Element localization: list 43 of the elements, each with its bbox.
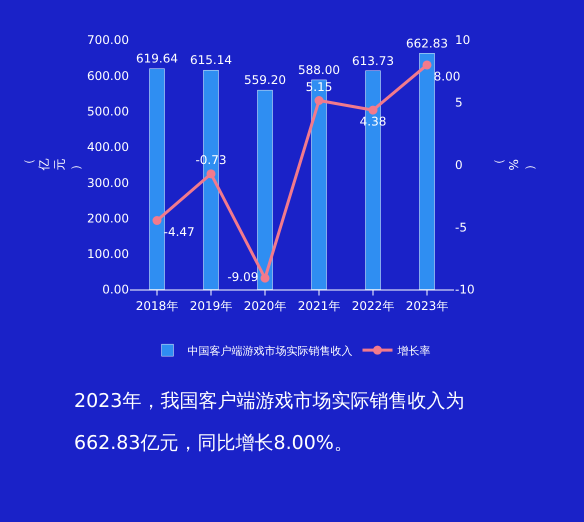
data-label: 559.20 xyxy=(244,73,286,88)
point xyxy=(206,169,216,178)
y2-tick-label: 5 xyxy=(455,96,463,110)
y-tick-label: 700.00 xyxy=(87,33,129,48)
x-tick-label: 2023年 xyxy=(406,298,448,313)
y-tick-label: 0.00 xyxy=(102,282,129,297)
y-tick-label: 400.00 xyxy=(87,140,129,154)
y-tick-label: 200.00 xyxy=(87,211,129,226)
legend-label: 中国客户端游戏市场实际销售收入 xyxy=(188,344,352,358)
y-axis-title: （亿元） xyxy=(22,158,82,172)
y2-axis-title: （%） xyxy=(492,158,537,171)
bar xyxy=(257,90,273,290)
y2-tick-label: 10 xyxy=(455,33,470,48)
point xyxy=(260,274,270,283)
point xyxy=(422,60,432,70)
data-label: 615.14 xyxy=(190,53,232,68)
bar xyxy=(419,53,435,290)
data-label: 662.83 xyxy=(406,36,448,50)
x-tick-label: 2019年 xyxy=(190,298,232,313)
data-label: 4.38 xyxy=(360,114,386,129)
data-label: 613.73 xyxy=(352,54,394,68)
point xyxy=(152,216,162,225)
text: 662.83亿元，同比增长8.00%。 xyxy=(74,432,353,454)
text: 2023年，我国客户端游戏市场实际销售收入为 xyxy=(74,390,464,412)
x-tick-label: 2018年 xyxy=(136,298,178,313)
x-tick-label: 2020年 xyxy=(244,298,286,313)
y-tick-label: 100.00 xyxy=(87,247,129,262)
y2-tick-label: -10 xyxy=(455,282,475,297)
y-tick-label: 500.00 xyxy=(87,104,129,118)
y2-tick-label: 0 xyxy=(455,158,463,172)
x-tick-label: 2021年 xyxy=(298,298,340,313)
bar xyxy=(149,68,165,290)
y-tick-label: 600.00 xyxy=(87,68,129,83)
point xyxy=(314,96,324,105)
x-tick-label: 2022年 xyxy=(352,298,394,313)
y-tick-label: 300.00 xyxy=(87,176,129,190)
y2-tick-label: -5 xyxy=(455,220,467,234)
data-label: 5.15 xyxy=(306,80,332,94)
legend-label: 增长率 xyxy=(396,344,430,358)
point xyxy=(368,106,378,115)
data-label: -0.73 xyxy=(195,153,227,168)
data-label: 588.00 xyxy=(298,62,340,77)
data-label: 619.64 xyxy=(136,52,178,66)
